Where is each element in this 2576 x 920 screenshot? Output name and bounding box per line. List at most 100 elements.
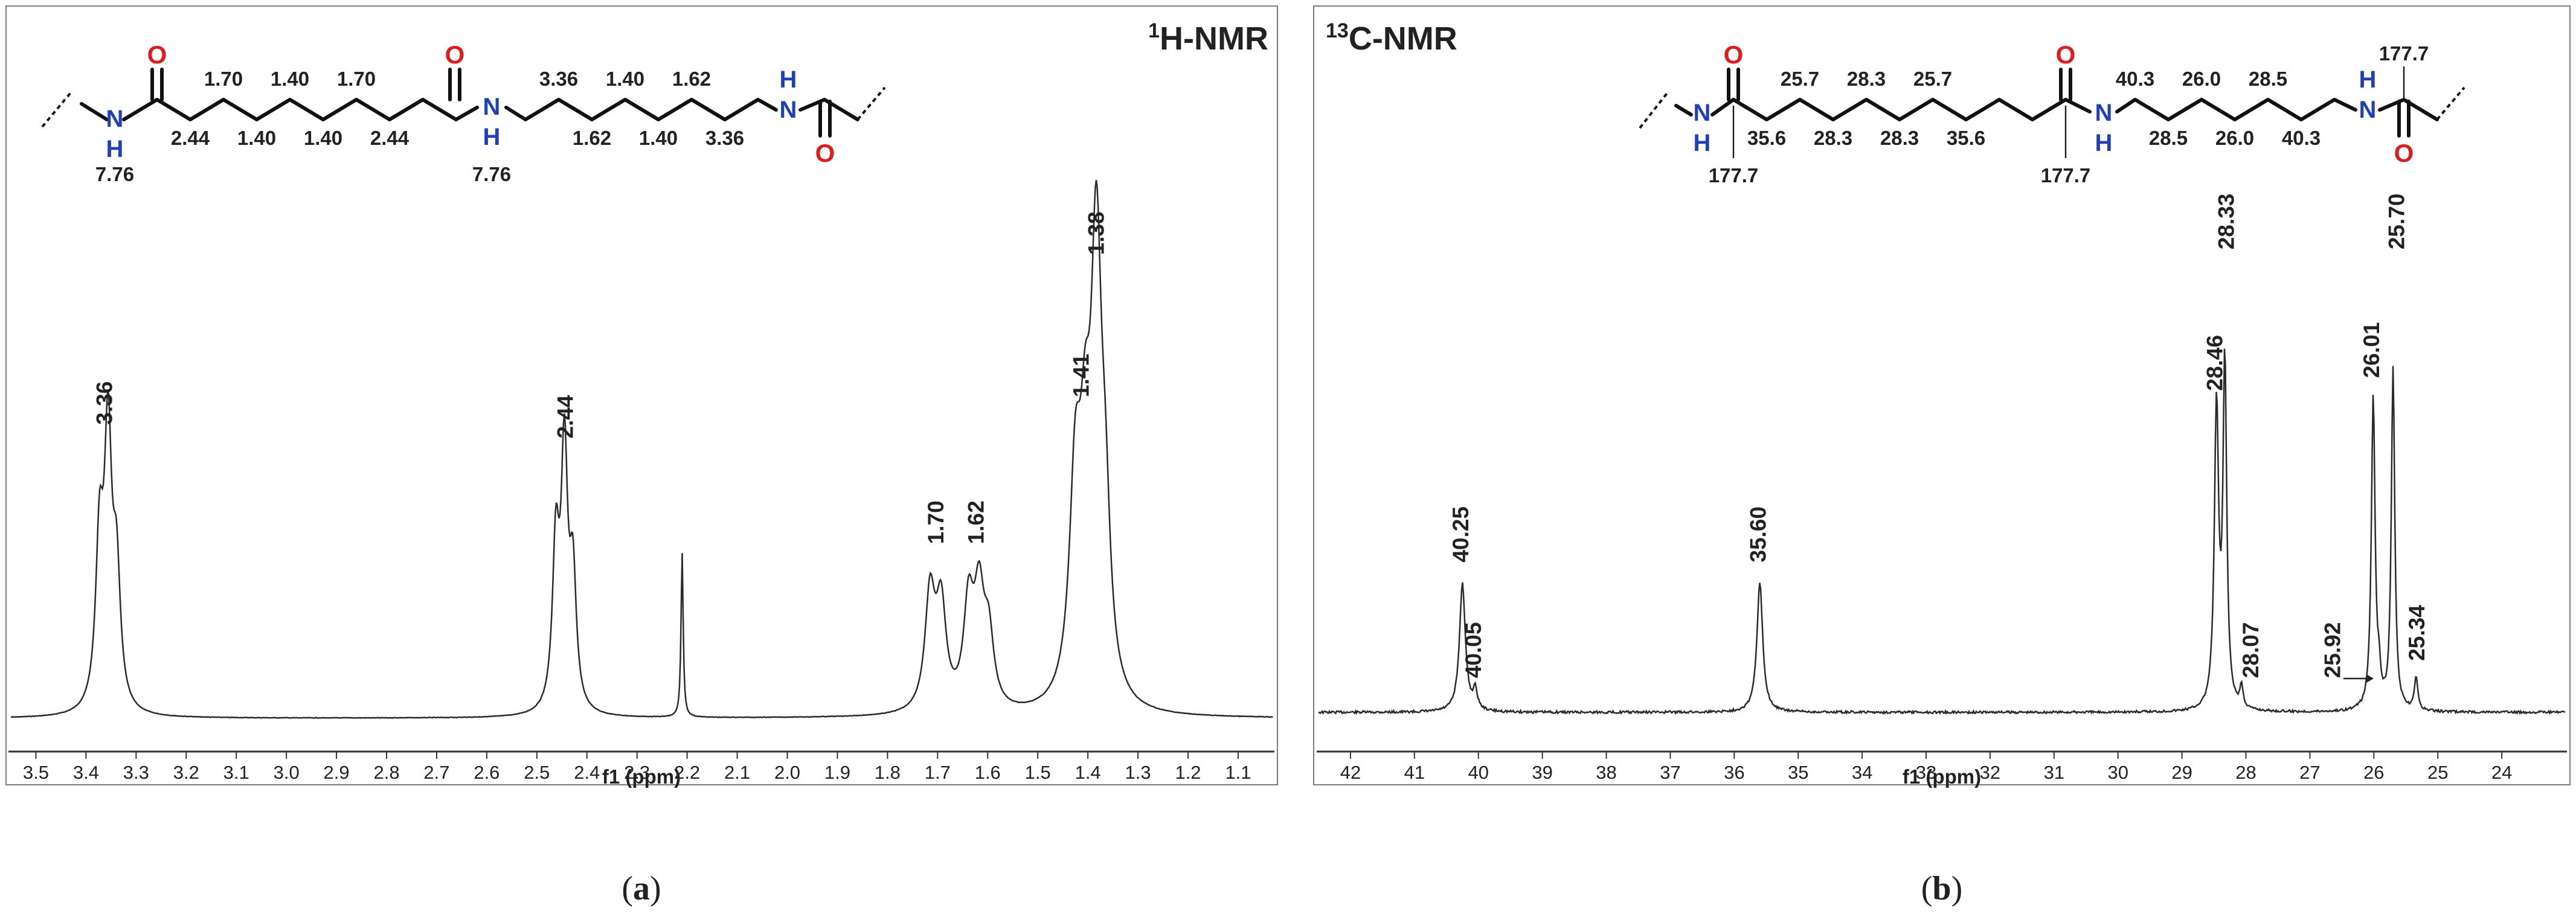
x-tick-label: 37 bbox=[1660, 762, 1680, 783]
bond-end-amide bbox=[2378, 98, 2439, 121]
x-tick-label: 2.9 bbox=[324, 762, 350, 783]
caption-b-letter: b bbox=[1932, 870, 1951, 907]
h-atom-2: H bbox=[483, 124, 501, 150]
bond-chain-diamine bbox=[2115, 98, 2357, 121]
peak-label: 25.34 bbox=[2404, 605, 2429, 661]
peak-label: 1.70 bbox=[923, 500, 948, 544]
bond-carbonyl-1 bbox=[150, 68, 164, 101]
panel-a-frame bbox=[5, 5, 1278, 785]
shift-label: 35.6 bbox=[1747, 127, 1786, 149]
peak-label: 2.44 bbox=[553, 395, 577, 438]
panel-a-structure: N H N H N H O O O 1.70 1.40 1.70 3.36 1.… bbox=[41, 40, 886, 185]
o-atom-2: O bbox=[2056, 40, 2076, 69]
shift-label: 26.0 bbox=[2182, 68, 2221, 90]
bond-end-n bbox=[80, 102, 109, 121]
bond-carbonyl-2 bbox=[448, 68, 461, 101]
x-tick-label: 28 bbox=[2235, 762, 2256, 783]
x-tick-label: 24 bbox=[2491, 762, 2512, 783]
x-tick-label: 2.5 bbox=[524, 762, 550, 783]
peak-label: 28.46 bbox=[2203, 335, 2228, 391]
x-tick-label: 34 bbox=[1852, 762, 1872, 783]
x-tick-label: 30 bbox=[2107, 762, 2128, 783]
shift-label: 25.7 bbox=[1781, 68, 1819, 90]
o-atom-3: O bbox=[815, 139, 835, 167]
panel-a-x-axis-label: f1 (ppm) bbox=[602, 765, 681, 788]
x-tick-label: 2.6 bbox=[474, 762, 499, 783]
wavy-bond-left bbox=[1639, 91, 1669, 129]
wavy-bond-right bbox=[2436, 86, 2465, 121]
peak-label: 3.36 bbox=[92, 382, 117, 425]
h-atom-3: H bbox=[780, 66, 797, 93]
panel-b-title-text: C-NMR bbox=[1349, 21, 1457, 57]
h-atom-1: H bbox=[1694, 130, 1711, 156]
shift-label: 1.70 bbox=[337, 68, 376, 90]
x-tick-label: 35 bbox=[1788, 762, 1808, 783]
shift-label: 3.36 bbox=[705, 127, 744, 149]
wavy-bond-right bbox=[856, 86, 886, 121]
panel-b-peak-labels: 40.25 40.05 35.60 28.46 28.33 28.07 25.92 26.01… bbox=[1448, 194, 2429, 679]
h-atom-3: H bbox=[2359, 66, 2377, 93]
x-tick-label: 3.1 bbox=[223, 762, 249, 783]
bond-carbonyl-3 bbox=[818, 100, 832, 138]
panel-b-frame bbox=[1313, 5, 2571, 785]
x-tick-label: 38 bbox=[1596, 762, 1616, 783]
bond-carbonyl-2 bbox=[2059, 68, 2072, 101]
x-tick-label: 29 bbox=[2171, 762, 2192, 783]
shift-label: 40.3 bbox=[2116, 68, 2154, 90]
nh-shift-label: 7.76 bbox=[472, 163, 511, 185]
x-tick-label: 1.8 bbox=[875, 762, 901, 783]
x-tick-label: 1.2 bbox=[1175, 762, 1201, 783]
shift-label: 177.7 bbox=[2379, 42, 2429, 65]
h-atom-2: H bbox=[2095, 130, 2113, 156]
shift-label: 28.5 bbox=[2149, 127, 2188, 149]
panel-a-x-ticks: 3.5 3.4 3.3 3.2 3.1 3.0 2.9 2.8 2.7 2.6 2.5 2.4 2.3 2… bbox=[23, 752, 1251, 783]
shift-label: 1.40 bbox=[639, 127, 678, 149]
panel-b-13c-nmr: 42 41 40 39 38 37 36 35 34 33 32 31 30 29 28 27 26 25 24 4… bbox=[1313, 5, 2571, 788]
panel-b-x-axis-label: f1 (ppm) bbox=[1903, 765, 1981, 788]
x-tick-label: 3.3 bbox=[123, 762, 149, 783]
x-tick-label: 3.5 bbox=[23, 762, 49, 783]
bond-end-n bbox=[1674, 104, 1693, 117]
shift-label: 35.6 bbox=[1947, 127, 1985, 149]
x-tick-label: 2.0 bbox=[774, 762, 800, 783]
shift-label: 28.3 bbox=[1847, 68, 1886, 90]
x-tick-label: 25 bbox=[2427, 762, 2448, 783]
shift-label: 28.3 bbox=[1814, 127, 1852, 149]
shift-label: 28.3 bbox=[1880, 127, 1919, 149]
caption-a-letter: a bbox=[633, 870, 650, 907]
panel-b-structure: N H N H N H O O O 25.7 28.3 25.7 40.3 26… bbox=[1639, 40, 2465, 187]
n-atom-3: N bbox=[2359, 97, 2377, 123]
shift-label: 3.36 bbox=[539, 68, 578, 90]
carbonyl-shift-label: 177.7 bbox=[1709, 164, 1759, 187]
n-atom-1: N bbox=[1694, 100, 1711, 126]
x-tick-label: 41 bbox=[1404, 762, 1425, 783]
x-tick-label: 1.1 bbox=[1225, 762, 1251, 783]
bond-chain-diacid bbox=[122, 98, 479, 121]
o-atom-2: O bbox=[445, 40, 465, 69]
x-tick-label: 2.2 bbox=[674, 762, 700, 783]
n-atom-2: N bbox=[483, 94, 501, 120]
h-atom-1: H bbox=[106, 136, 124, 162]
o-atom-3: O bbox=[2394, 139, 2414, 167]
x-tick-label: 3.0 bbox=[274, 762, 300, 783]
caption-b: (b) bbox=[1921, 870, 1962, 907]
caption-a: (a) bbox=[622, 870, 661, 907]
bond-chain-diacid bbox=[1710, 98, 2092, 121]
shift-label: 1.62 bbox=[672, 68, 711, 90]
panel-b-spectrum-trace bbox=[1318, 348, 2566, 715]
panel-a-title-superscript: 1 bbox=[1148, 19, 1160, 42]
peak-label: 28.07 bbox=[2238, 622, 2263, 679]
x-tick-label: 2.3 bbox=[624, 762, 650, 783]
x-tick-label: 1.4 bbox=[1075, 762, 1101, 783]
panel-b-x-ticks: 42 41 40 39 38 37 36 35 34 33 32 31 30 29 28 27 26 25 24 bbox=[1340, 752, 2512, 783]
n-atom-3: N bbox=[780, 97, 797, 123]
x-tick-label: 1.6 bbox=[975, 762, 1001, 783]
panel-b-title-superscript: 13 bbox=[1326, 19, 1349, 42]
wavy-bond-left bbox=[41, 89, 74, 128]
x-tick-label: 3.2 bbox=[173, 762, 199, 783]
carbonyl-shift-label: 177.7 bbox=[2041, 164, 2091, 187]
bond-carbonyl-3 bbox=[2397, 100, 2411, 138]
x-tick-label: 42 bbox=[1340, 762, 1361, 783]
peak-label: 1.38 bbox=[1084, 211, 1108, 255]
shift-label: 1.40 bbox=[237, 127, 276, 149]
